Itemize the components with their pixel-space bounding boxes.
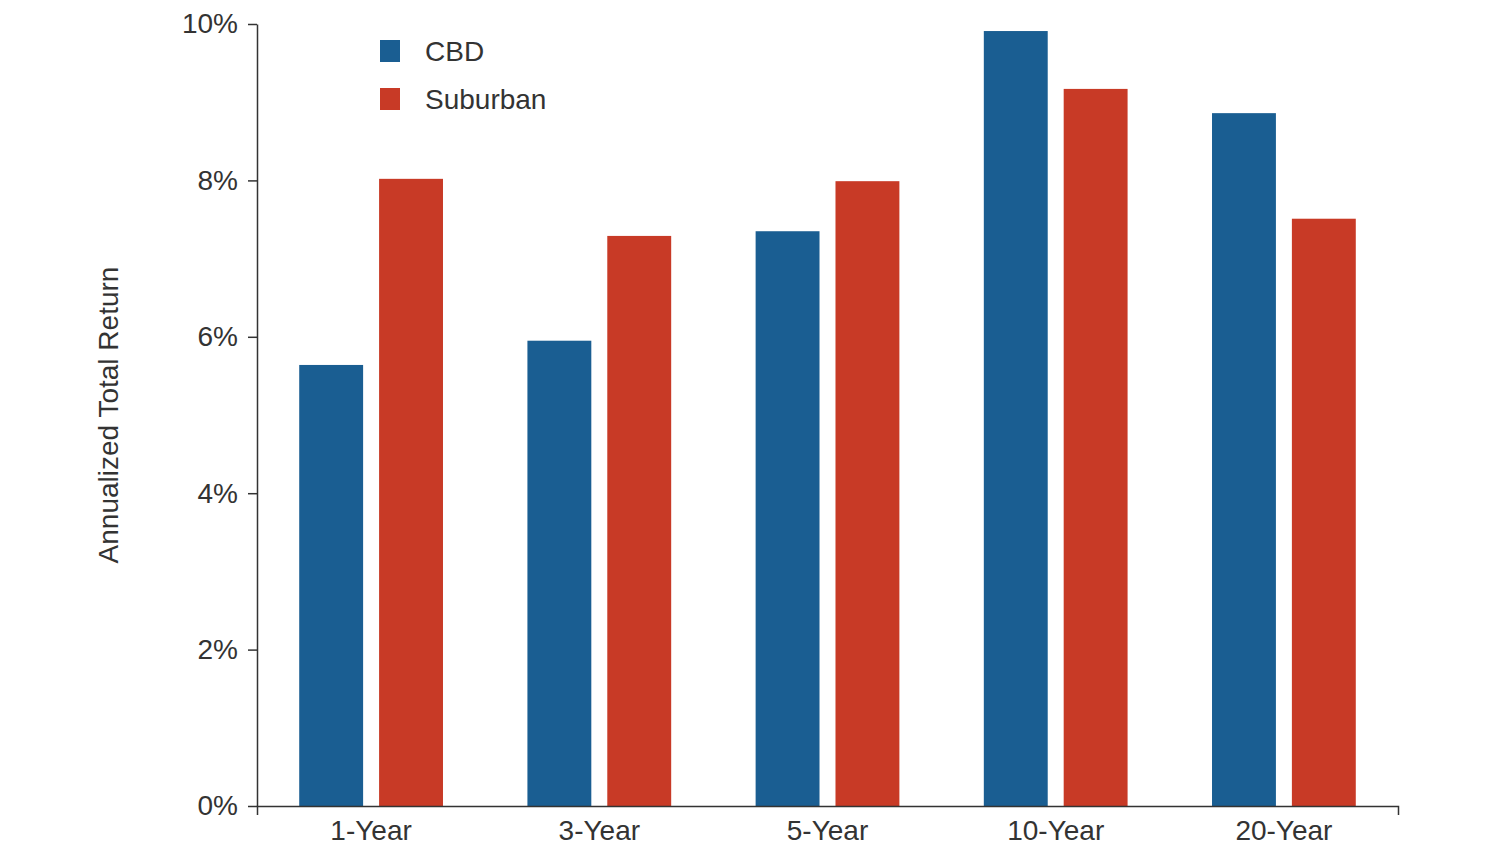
x-tick-label: 10-Year	[1007, 815, 1104, 846]
y-tick: 8%	[198, 165, 257, 196]
legend-swatch	[380, 88, 400, 110]
y-tick-mark	[248, 337, 257, 339]
y-tick: 2%	[198, 634, 257, 665]
bar	[756, 231, 820, 806]
x-tick-label: 20-Year	[1235, 815, 1332, 846]
x-tick: 3-Year	[559, 815, 640, 846]
chart: 0% 2% 4% 6% 8% 10% 1-Year 3-Year 5-Year 10-Year 20…	[0, 0, 1500, 861]
y-axis: 0% 2% 4% 6% 8% 10%	[182, 8, 258, 821]
bar	[835, 181, 899, 806]
legend-label: CBD	[425, 36, 484, 67]
bar	[527, 341, 591, 806]
y-tick-label: 0%	[198, 790, 238, 821]
y-tick-label: 4%	[198, 478, 238, 509]
y-tick: 4%	[198, 478, 257, 509]
x-tick: 1-Year	[330, 815, 411, 846]
x-tick: 5-Year	[787, 815, 868, 846]
bar	[379, 179, 443, 806]
bar	[1212, 113, 1276, 806]
x-tick-label: 5-Year	[787, 815, 868, 846]
bars	[299, 31, 1356, 806]
y-tick-label: 8%	[198, 165, 238, 196]
y-tick-mark	[248, 493, 257, 495]
y-axis-title: Annualized Total Return	[93, 267, 124, 564]
y-tick-label: 6%	[198, 321, 238, 352]
legend: CBD Suburban	[380, 36, 546, 115]
legend-label: Suburban	[425, 84, 546, 115]
y-tick: 10%	[182, 8, 257, 39]
y-axis-line	[257, 25, 259, 807]
y-tick-mark	[248, 180, 257, 182]
x-axis: 1-Year 3-Year 5-Year 10-Year 20-Year	[258, 807, 1399, 846]
bar	[299, 365, 363, 806]
y-tick: 0%	[198, 790, 257, 821]
x-tick: 10-Year	[1007, 815, 1104, 846]
x-axis-line	[258, 807, 1399, 816]
bar	[607, 236, 671, 806]
y-tick: 6%	[198, 321, 257, 352]
y-tick-mark	[248, 24, 257, 26]
y-tick-mark	[248, 806, 257, 808]
x-tick-label: 1-Year	[330, 815, 411, 846]
legend-swatch	[380, 40, 400, 62]
y-tick-label: 10%	[182, 8, 238, 39]
bar	[984, 31, 1048, 806]
y-tick-label: 2%	[198, 634, 238, 665]
x-tick: 20-Year	[1235, 815, 1332, 846]
bar	[1064, 89, 1128, 806]
y-tick-mark	[248, 649, 257, 651]
x-tick-label: 3-Year	[559, 815, 640, 846]
plot: 0% 2% 4% 6% 8% 10% 1-Year 3-Year 5-Year 10-Year 20…	[182, 8, 1399, 845]
bar	[1292, 219, 1356, 806]
